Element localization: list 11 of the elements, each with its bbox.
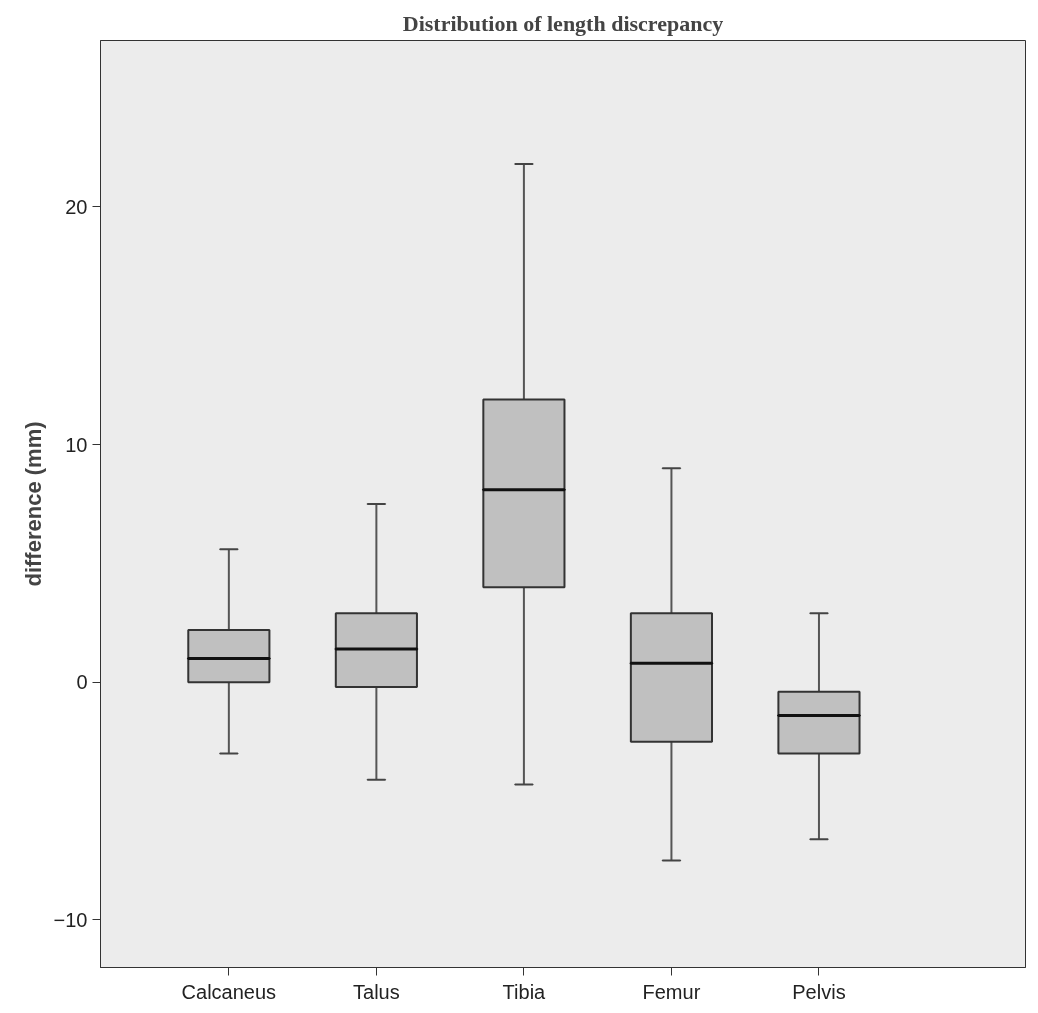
x-tick-label: Tibia xyxy=(502,980,547,1003)
x-tick-label: Pelvis xyxy=(792,980,846,1003)
x-tick-label: Calcaneus xyxy=(181,980,277,1003)
y-axis-title: difference (mm) xyxy=(20,421,46,587)
chart-title: Distribution of length discrepancy xyxy=(402,10,724,36)
y-tick-label: 10 xyxy=(65,433,88,456)
x-tick-label: Talus xyxy=(353,980,400,1003)
y-tick-label: 0 xyxy=(76,671,88,694)
y-tick-label: −10 xyxy=(53,908,88,931)
y-tick-label: 20 xyxy=(65,195,88,218)
x-tick-label: Femur xyxy=(642,980,701,1003)
